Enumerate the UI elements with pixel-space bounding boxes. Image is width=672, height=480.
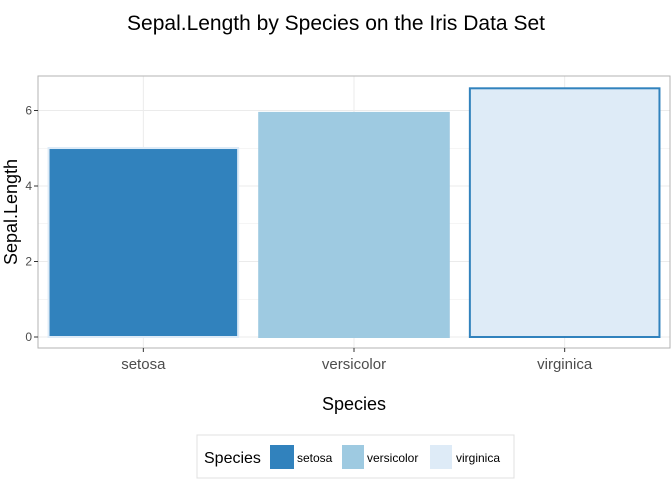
y-axis-title: Sepal.Length <box>1 159 21 265</box>
y-tick-label: 0 <box>25 330 32 344</box>
legend-items: setosa versicolor virginica <box>270 445 500 469</box>
x-axis: setosa versicolor virginica <box>121 348 593 373</box>
legend-swatch-versicolor <box>342 445 364 469</box>
legend: Species setosa versicolor virginica <box>196 434 515 479</box>
bar-setosa <box>47 147 240 338</box>
legend-label-virginica: virginica <box>456 451 500 465</box>
legend-title: Species <box>204 450 261 467</box>
bar-versicolor <box>258 111 450 338</box>
y-tick-label: 2 <box>25 255 32 269</box>
bar-virginica <box>468 87 661 339</box>
x-tick-label-virginica: virginica <box>537 356 593 373</box>
bars <box>47 87 661 339</box>
x-axis-title: Species <box>322 394 386 414</box>
x-tick-label-versicolor: versicolor <box>322 356 386 373</box>
legend-swatch-setosa <box>270 445 294 469</box>
legend-swatch-virginica <box>430 445 452 469</box>
x-tick-label-setosa: setosa <box>121 356 166 373</box>
legend-label-setosa: setosa <box>297 451 333 465</box>
y-axis: 0 2 4 6 <box>25 104 38 344</box>
y-tick-label: 4 <box>25 179 32 193</box>
legend-label-versicolor: versicolor <box>367 451 418 465</box>
y-tick-label: 6 <box>25 104 32 118</box>
chart-title: Sepal.Length by Species on the Iris Data… <box>127 12 545 35</box>
